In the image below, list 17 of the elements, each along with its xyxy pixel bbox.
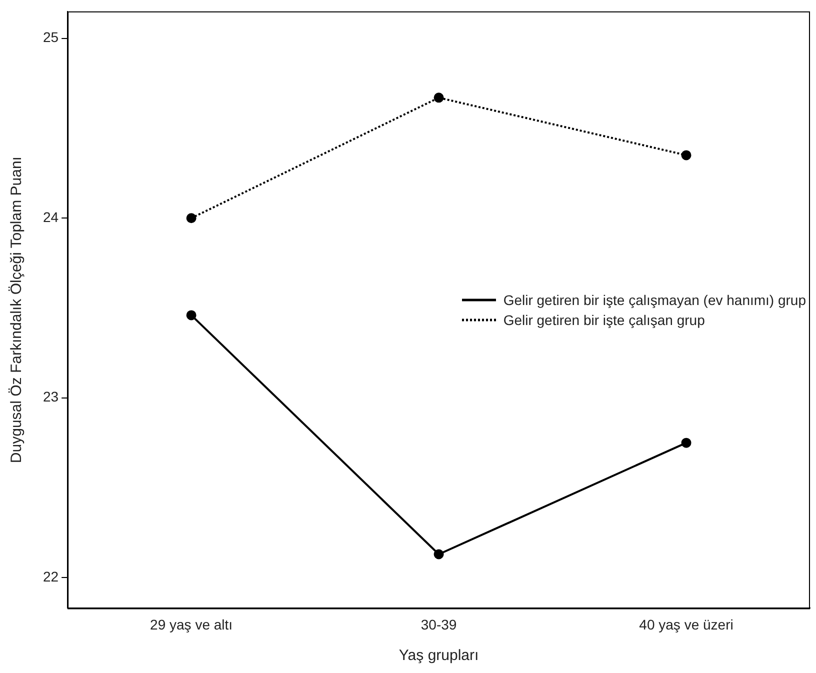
point [434, 92, 444, 103]
y-tick-label: 22 [42, 568, 59, 584]
legend-label: Gelir getiren bir işte çalışmayan (ev hanımı) grup [503, 292, 806, 308]
y-tick-label: 23 [42, 388, 59, 405]
y-tick-label: 24 [42, 208, 59, 225]
point [681, 150, 692, 160]
point [681, 438, 692, 448]
point [186, 213, 196, 224]
y-tick-label: 25 [42, 29, 59, 46]
point [186, 310, 196, 320]
x-tick-label: 30-39 [420, 616, 457, 632]
point [434, 549, 444, 560]
y-axis-title: Duygusal Öz Farkındalık Ölçeği Toplam Puanı [8, 156, 26, 464]
x-tick-label: 29 yaş ve altı [150, 616, 233, 632]
legend-label: Gelir getiren bir işte çalışan grup [503, 312, 705, 328]
x-axis-title: Yaş grupları [398, 647, 479, 664]
x-tick-label: 40 yaş ve üzeri [639, 616, 734, 632]
